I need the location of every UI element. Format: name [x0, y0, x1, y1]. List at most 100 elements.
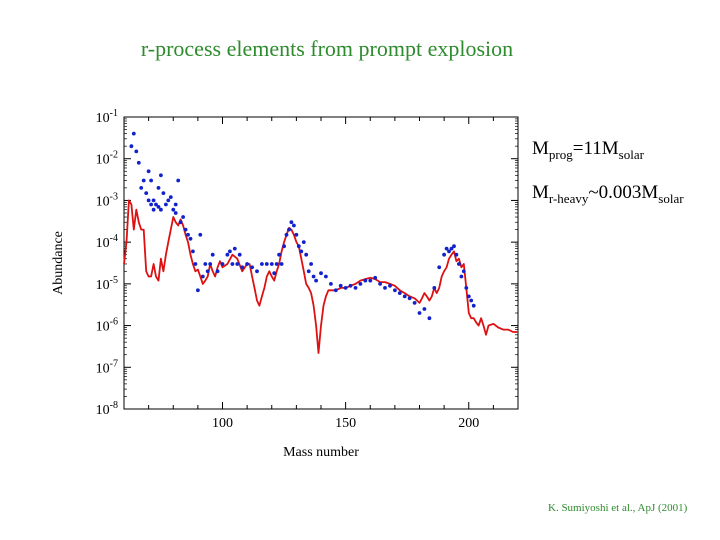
data-point: [156, 186, 161, 190]
data-point: [225, 252, 230, 257]
data-point: [154, 202, 158, 207]
data-point: [471, 303, 476, 308]
data-point: [284, 232, 289, 237]
data-point: [181, 215, 186, 219]
y-tick-label: 10-6: [96, 317, 118, 335]
data-point: [245, 262, 250, 266]
data-point: [417, 311, 422, 315]
data-point: [469, 298, 474, 303]
data-point: [353, 286, 358, 290]
data-point: [264, 262, 269, 266]
data-point: [466, 294, 471, 299]
data-point: [210, 252, 215, 257]
data-point: [235, 262, 240, 266]
y-tick-label: 10-5: [96, 275, 118, 293]
data-point: [272, 271, 277, 276]
x-axis: 100 150 200: [123, 117, 519, 431]
data-point: [412, 301, 417, 305]
data-point: [292, 223, 296, 228]
data-point: [279, 262, 284, 266]
data-point: [358, 282, 363, 286]
data-point: [215, 269, 220, 274]
data-point: [324, 274, 328, 279]
data-point: [457, 262, 461, 266]
y-tick-label: 10-8: [96, 400, 118, 418]
data-point: [314, 278, 318, 283]
data-point: [338, 283, 343, 288]
series-layer: [123, 131, 518, 354]
y-tick-label: 10-7: [96, 358, 118, 376]
data-point: [444, 246, 449, 251]
data-point: [402, 294, 407, 299]
data-point: [188, 236, 193, 241]
x-axis-title: Mass number: [283, 445, 359, 460]
data-point: [373, 275, 378, 280]
data-point: [131, 131, 136, 136]
data-point: [388, 283, 392, 288]
data-point: [136, 160, 141, 165]
data-point: [432, 286, 437, 290]
data-point: [200, 274, 205, 279]
data-point: [232, 246, 237, 251]
data-point: [393, 288, 397, 293]
data-point: [304, 252, 309, 257]
progenitor-mass-annotation: Mprog=11Msolar: [532, 138, 644, 162]
y-tick-label: 10-4: [96, 233, 118, 251]
citation: K. Sumiyoshi et al., ApJ (2001): [548, 502, 688, 514]
data-point: [447, 249, 451, 254]
data-point: [427, 316, 432, 321]
data-point: [287, 227, 291, 232]
x-tick-label: 200: [458, 416, 479, 431]
page-title: r-process elements from prompt explosion: [140, 36, 514, 61]
data-point: [164, 202, 168, 207]
data-point: [333, 288, 338, 293]
y-tick-label: 10-2: [96, 150, 118, 168]
data-point: [397, 291, 402, 295]
data-point: [250, 265, 255, 270]
data-point: [240, 265, 245, 270]
data-point: [151, 198, 156, 203]
x-tick-label: 150: [335, 416, 356, 431]
data-point: [129, 144, 134, 149]
solar-abundance-points: [129, 131, 476, 321]
data-point: [289, 220, 294, 225]
data-point: [301, 240, 306, 245]
data-point: [168, 195, 173, 200]
y-axis-title: Abundance: [51, 231, 66, 295]
data-point: [274, 262, 279, 266]
data-point: [294, 232, 299, 237]
data-point: [176, 178, 181, 183]
r-heavy-mass-annotation: Mr-heavy~0.003Msolar: [532, 182, 684, 206]
data-point: [452, 244, 456, 249]
data-point: [282, 244, 286, 249]
data-point: [173, 211, 178, 215]
data-point: [464, 286, 469, 290]
data-point: [378, 282, 382, 286]
y-tick-label: 10-3: [96, 191, 118, 209]
data-point: [159, 207, 163, 212]
data-point: [255, 269, 259, 274]
x-tick-label: 100: [212, 416, 233, 431]
data-point: [220, 262, 225, 266]
data-point: [178, 220, 183, 225]
data-point: [269, 262, 274, 266]
y-axis: 10-1 10-2 10-3 10-4 10-5 10-6 10-7 10-8: [96, 108, 518, 418]
data-point: [173, 202, 178, 207]
data-point: [348, 283, 353, 288]
data-point: [329, 282, 333, 286]
y-tick-label: 10-1: [96, 108, 118, 126]
data-point: [149, 178, 154, 183]
data-point: [407, 296, 412, 301]
data-point: [171, 207, 176, 212]
data-point: [319, 271, 323, 276]
data-point: [228, 249, 232, 254]
model-abundance-line: [123, 199, 518, 354]
data-point: [422, 307, 427, 311]
data-point: [196, 288, 200, 293]
data-point: [461, 269, 466, 274]
data-point: [183, 227, 188, 232]
data-point: [166, 198, 171, 203]
data-point: [144, 191, 149, 196]
data-point: [437, 265, 442, 270]
data-point: [146, 169, 151, 174]
